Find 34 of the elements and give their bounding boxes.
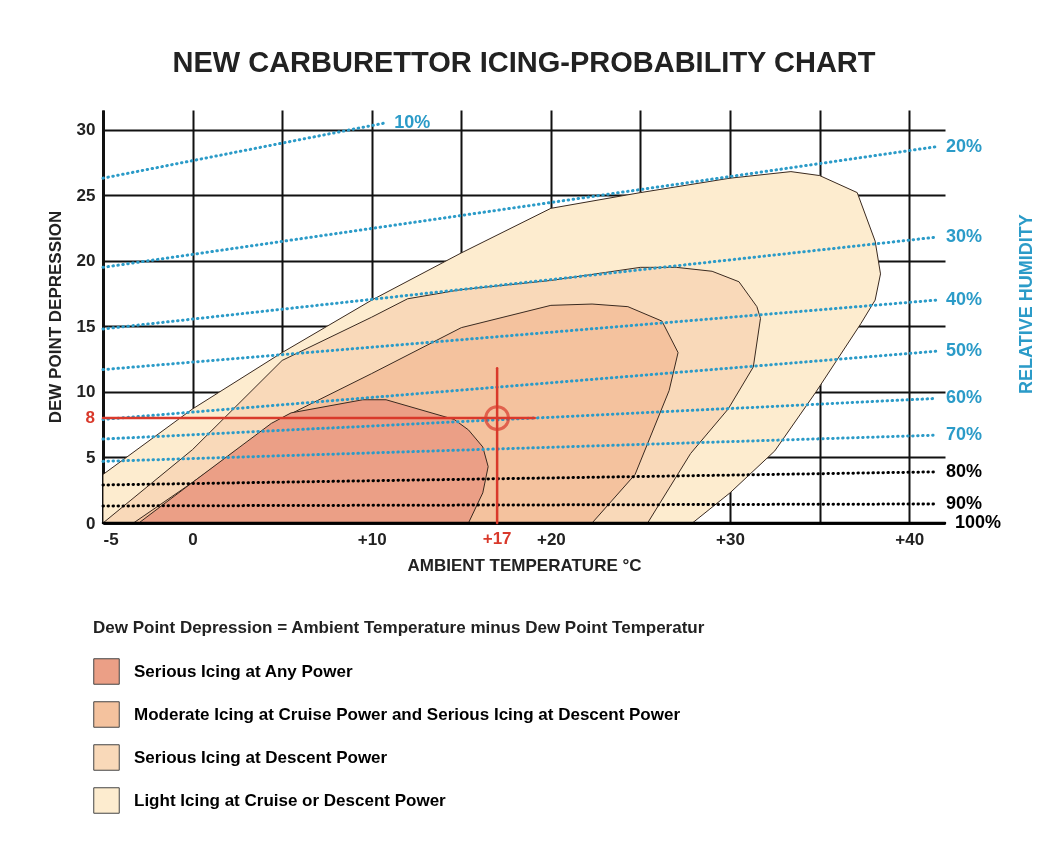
x-tick-label: -5 [103, 529, 119, 549]
series-label: 80% [946, 460, 983, 481]
series-label: 100% [955, 512, 1002, 532]
x-tick-label: +40 [895, 529, 925, 549]
series-label: 20% [946, 135, 983, 156]
y-axis-title: DEW POINT DEPRESSION [45, 210, 65, 424]
x-tick-label: +10 [357, 529, 387, 549]
y2-axis-title: RELATIVE HUMIDITY [1016, 214, 1036, 394]
x-tick-label: +20 [536, 529, 566, 549]
legend-label: Light Icing at Cruise or Descent Power [134, 790, 447, 810]
y-tick-label: 30 [76, 120, 96, 140]
y-tick-label: 10 [76, 382, 96, 402]
y-tick-label: 25 [76, 185, 96, 205]
series-label: 60% [946, 387, 983, 408]
x-tick-label: +30 [716, 529, 745, 549]
x-tick-label: 0 [188, 529, 198, 549]
series-label: 10% [394, 112, 431, 133]
series-label: 70% [946, 424, 983, 445]
chart-title: NEW CARBURETTOR ICING-PROBABILITY CHART [172, 46, 876, 78]
y-tick-label: 5 [86, 447, 96, 467]
annotation: 8 [85, 408, 95, 428]
y-tick-label: 15 [76, 316, 96, 336]
legend-label: Moderate Icing at Cruise Power and Serious Icing at Descent Power [134, 704, 681, 724]
legend-label: Serious Icing at Any Power [134, 661, 353, 681]
y-tick-label: 0 [86, 513, 96, 533]
series-label: 30% [946, 226, 983, 247]
series-label: 40% [946, 289, 983, 310]
series-label: 50% [946, 340, 983, 361]
annotation: +17 [482, 529, 512, 548]
text: Dew Point Depression = Ambient Temperature minus Dew Point Temperatur [93, 618, 705, 637]
y-tick-label: 20 [76, 251, 96, 271]
x-axis-title: AMBIENT TEMPERATURE °C [407, 555, 642, 575]
series-label: 90% [946, 492, 983, 513]
legend-label: Serious Icing at Descent Power [134, 747, 388, 767]
